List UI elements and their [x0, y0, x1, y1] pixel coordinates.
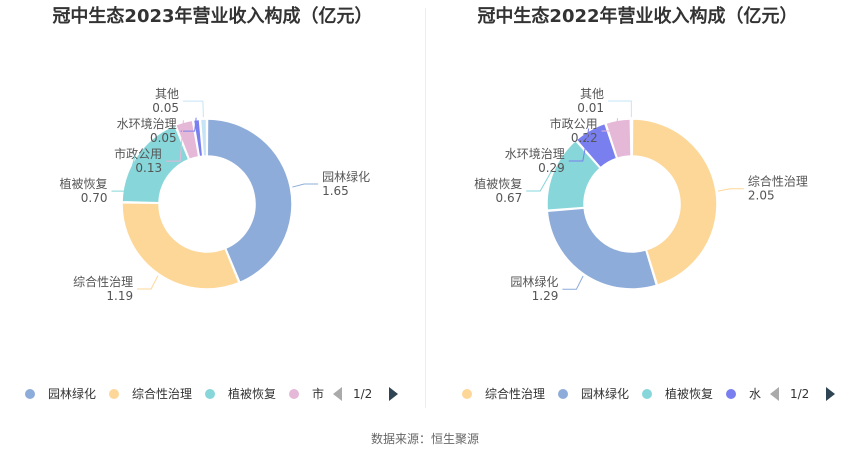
label-leader-line [183, 100, 204, 118]
legend-label: 水 [749, 387, 762, 401]
legend-marker [462, 389, 472, 399]
pie-slice[interactable] [121, 124, 190, 204]
chart-title: 冠中生态2023年营业收入构成（亿元） [52, 6, 373, 27]
legend-marker [726, 389, 736, 399]
slice-value-label: 0.05 [152, 101, 179, 115]
legend-label: 植被恢复 [665, 387, 714, 401]
legend-marker [25, 389, 35, 399]
pie-chart-2023: 园林绿化1.65其他0.05水环境治理0.05市政公用0.13植被恢复0.70综… [60, 87, 371, 303]
label-leader-line [180, 117, 197, 132]
legend-marker [205, 389, 215, 399]
legend-prev-arrow-icon[interactable] [770, 387, 779, 401]
chart-legend: 综合性治理 园林绿化 植被恢复 水 1/2 [425, 384, 850, 404]
pie-slice[interactable] [206, 118, 293, 284]
pie-slice[interactable] [121, 201, 240, 290]
slice-name-label: 综合性治理 [73, 274, 133, 289]
legend-label: 园林绿化 [581, 387, 630, 401]
legend-prev-arrow-icon[interactable] [333, 387, 342, 401]
data-source-note: 数据来源：恒生聚源 [370, 432, 479, 446]
label-leader-line [562, 275, 584, 290]
chart-legend: 园林绿化 综合性治理 植被恢复 市 1/2 [0, 384, 425, 404]
slice-value-label: 1.29 [532, 289, 559, 303]
legend-label: 综合性治理 [485, 387, 546, 401]
legend-page-indicator: 1/2 [790, 387, 810, 401]
label-leader-line [137, 275, 159, 290]
slice-value-label: 0.13 [135, 161, 162, 175]
slice-value-label: 0.05 [150, 131, 177, 145]
legend-next-arrow-icon[interactable] [389, 387, 398, 401]
legend-next-arrow-icon[interactable] [826, 387, 835, 401]
slice-value-label: 0.67 [496, 191, 523, 205]
label-leader-line [166, 120, 184, 162]
slice-name-label: 植被恢复 [474, 176, 522, 191]
slice-value-label: 0.70 [81, 191, 108, 205]
slice-value-label: 1.19 [106, 289, 133, 303]
slice-value-label: 0.22 [571, 131, 598, 145]
legend-label: 园林绿化 [48, 387, 97, 401]
label-leader-line [608, 100, 632, 118]
chart-title: 冠中生态2022年营业收入构成（亿元） [477, 6, 798, 27]
pie-slice[interactable] [546, 207, 658, 290]
pie-slice[interactable] [199, 118, 208, 157]
legend-label: 综合性治理 [132, 387, 193, 401]
slice-name-label: 市政公用 [114, 146, 162, 161]
slice-name-label: 园林绿化 [510, 274, 558, 289]
slice-value-label: 0.01 [577, 101, 604, 115]
slice-name-label: 其他 [580, 87, 604, 101]
pie-slice[interactable] [631, 118, 718, 287]
legend-label: 市 [312, 387, 325, 401]
chart-panel-2023: 冠中生态2023年营业收入构成（亿元） 园林绿化 1.65 其他 0.05 水环境治理 0… [0, 0, 425, 415]
panel-divider [425, 8, 426, 408]
slice-value-label: 2.05 [748, 189, 775, 203]
slice-name-label: 市政公用 [550, 116, 598, 131]
label-leader-line [292, 183, 319, 188]
label-leader-line [601, 118, 619, 132]
slice-name-label: 综合性治理 [748, 174, 808, 189]
legend-label: 植被恢复 [228, 387, 277, 401]
label-leader-line [568, 128, 590, 162]
label-leader-line [526, 171, 552, 192]
chart-panel-2022: 冠中生态2022年营业收入构成（亿元） 综合性治理 2.05 其他 0.01 市政公用 0… [425, 0, 850, 415]
pie-slice[interactable] [546, 139, 602, 212]
legend-marker [642, 389, 652, 399]
pie-slice[interactable] [575, 122, 618, 169]
slice-name-label: 水环境治理 [505, 146, 565, 161]
slice-value-label: 0.29 [538, 161, 565, 175]
legend-marker [109, 389, 119, 399]
legend-marker [558, 389, 568, 399]
slice-name-label: 园林绿化 [322, 169, 370, 184]
legend-page-indicator: 1/2 [353, 387, 373, 401]
slice-name-label: 水环境治理 [117, 116, 177, 131]
slice-name-label: 植被恢复 [60, 176, 108, 191]
label-leader-line [717, 188, 744, 192]
label-leader-line [111, 154, 136, 192]
slice-name-label: 其他 [155, 87, 179, 101]
legend-marker [289, 389, 299, 399]
slice-value-label: 1.65 [322, 184, 349, 198]
